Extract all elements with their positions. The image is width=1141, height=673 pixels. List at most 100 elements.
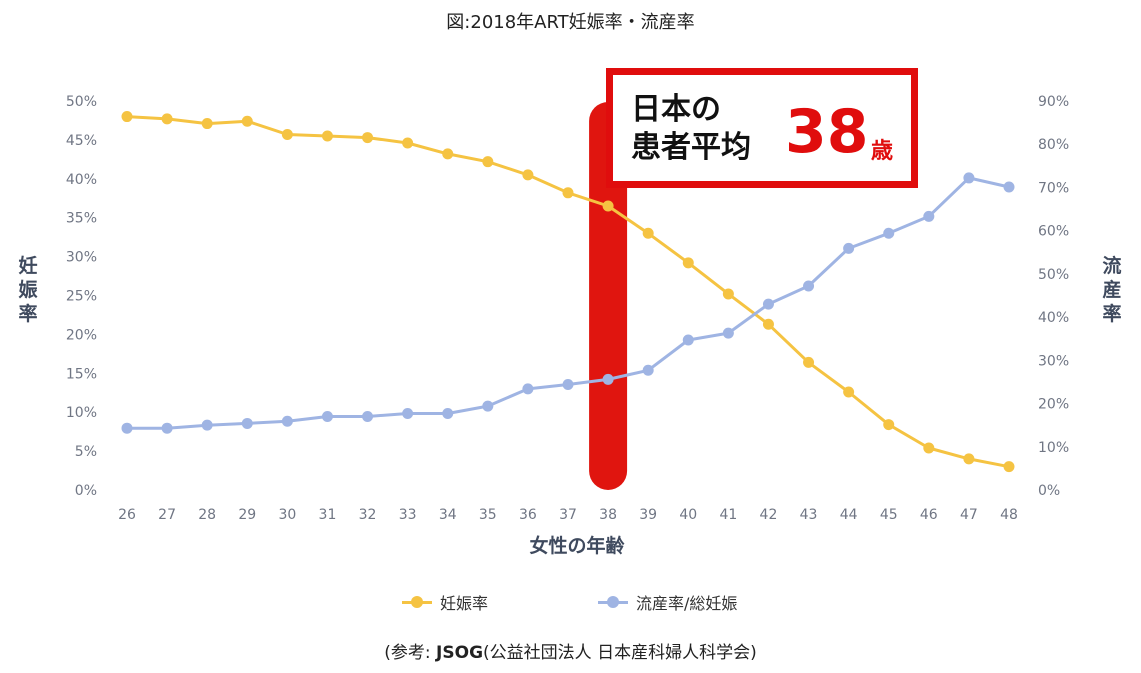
right-axis-title: 流産率 [1102,254,1121,325]
data-point [442,407,454,419]
data-point [843,242,855,254]
left-tick-label: 10% [66,405,97,421]
data-point [762,298,774,310]
data-point [722,288,734,300]
left-tick-label: 0% [75,483,97,499]
data-point [241,115,253,127]
data-point [442,148,454,160]
source-prefix: (参考: [384,643,437,663]
left-tick-label: 45% [66,133,97,149]
left-tick-label: 40% [66,172,97,188]
x-tick-label: 41 [719,507,737,523]
data-point [602,373,614,385]
left-axis-ticks: 0% 5% 10% 15% 20% 25% 30% 35% 40% 45% 50% [66,94,97,499]
legend-marker-miscarriage [598,594,628,610]
source-rest: (公益社団法人 日本産科婦人科学会) [483,643,757,663]
right-tick-label: 20% [1038,397,1069,413]
data-point [121,422,133,434]
left-tick-label: 5% [75,444,97,460]
data-point [1003,181,1015,193]
chart-legend: 妊娠率 流産率/総妊娠 [0,590,1141,614]
axis-title-char: 産 [1102,278,1121,301]
right-tick-label: 10% [1038,440,1069,456]
data-point [321,130,333,142]
x-tick-label: 46 [920,507,938,523]
x-tick-label: 36 [519,507,537,523]
data-point [883,227,895,239]
right-tick-label: 60% [1038,224,1069,240]
x-tick-label: 30 [278,507,296,523]
legend-item-miscarriage: 流産率/総妊娠 [598,590,737,614]
x-tick-label: 27 [158,507,176,523]
data-point [281,128,293,140]
x-tick-label: 34 [439,507,457,523]
right-axis-ticks: 0% 10% 20% 30% 40% 50% 60% 70% 80% 90% [1038,94,1069,499]
callout-unit: 歳 [871,139,894,164]
legend-item-pregnancy: 妊娠率 [402,590,488,614]
data-point [161,113,173,125]
x-tick-label: 45 [880,507,898,523]
data-point [522,169,534,181]
data-point [803,356,815,368]
x-tick-label: 38 [599,507,617,523]
axis-title-char: 娠 [18,279,38,301]
source-note: (参考: JSOG(公益社団法人 日本産科婦人科学会) [0,638,1141,663]
data-point [1003,461,1015,473]
x-tick-label: 33 [399,507,417,523]
data-point [923,442,935,454]
data-point [602,200,614,212]
data-point [642,227,654,239]
x-tick-label: 32 [359,507,377,523]
data-point [482,400,494,412]
data-point [923,210,935,222]
data-point [201,419,213,431]
x-tick-label: 29 [238,507,256,523]
chart-title: 図:2018年ART妊娠率・流産率 [446,12,695,33]
x-tick-label: 44 [840,507,858,523]
data-point [682,334,694,346]
data-point [963,172,975,184]
callout-label: 日本の 患者平均 [631,92,751,165]
left-tick-label: 20% [66,327,97,343]
data-point [482,156,494,168]
data-point [562,187,574,199]
left-tick-label: 35% [66,211,97,227]
x-tick-label: 43 [800,507,818,523]
x-tick-label: 39 [639,507,657,523]
axis-title-char: 妊 [18,254,37,277]
data-point [682,257,694,269]
right-tick-label: 30% [1038,353,1069,369]
data-point [402,407,414,419]
source-org: JSOG [436,643,484,663]
data-point [321,411,333,423]
x-tick-label: 35 [479,507,497,523]
x-tick-label: 42 [760,507,778,523]
data-point [362,132,374,144]
x-tick-label: 37 [559,507,577,523]
left-tick-label: 30% [66,250,97,266]
callout-value: 38 [785,97,869,167]
series-line-1 [127,176,1010,430]
x-tick-label: 48 [1000,507,1018,523]
right-tick-label: 70% [1038,180,1069,196]
axis-title-char: 流 [1102,254,1121,277]
x-tick-label: 47 [960,507,978,523]
data-point [843,386,855,398]
data-point [642,364,654,376]
highlight-bar-rect [589,102,628,490]
right-tick-label: 0% [1038,483,1060,499]
x-tick-label: 26 [118,507,136,523]
axis-title-char: 率 [18,302,37,325]
data-point [281,415,293,427]
data-point [402,137,414,149]
data-point [963,453,975,465]
data-point [522,383,534,395]
data-point [161,422,173,434]
data-point [201,118,213,130]
right-tick-label: 90% [1038,94,1069,110]
x-axis-title: 女性の年齢 [529,534,625,557]
x-tick-label: 28 [198,507,216,523]
left-tick-label: 15% [66,366,97,382]
data-point [803,280,815,292]
left-tick-label: 50% [66,94,97,110]
